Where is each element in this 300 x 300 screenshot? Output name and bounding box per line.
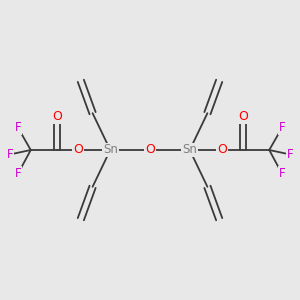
Text: F: F (286, 148, 293, 161)
Text: Sn: Sn (182, 143, 197, 157)
Text: O: O (52, 110, 62, 123)
Text: O: O (145, 143, 155, 157)
Text: F: F (15, 167, 21, 180)
Text: O: O (238, 110, 248, 123)
Text: Sn: Sn (103, 143, 118, 157)
Text: O: O (217, 143, 227, 157)
Text: F: F (279, 167, 285, 180)
Text: F: F (7, 148, 14, 161)
Text: O: O (73, 143, 83, 157)
Text: F: F (279, 122, 285, 134)
Text: F: F (15, 122, 21, 134)
